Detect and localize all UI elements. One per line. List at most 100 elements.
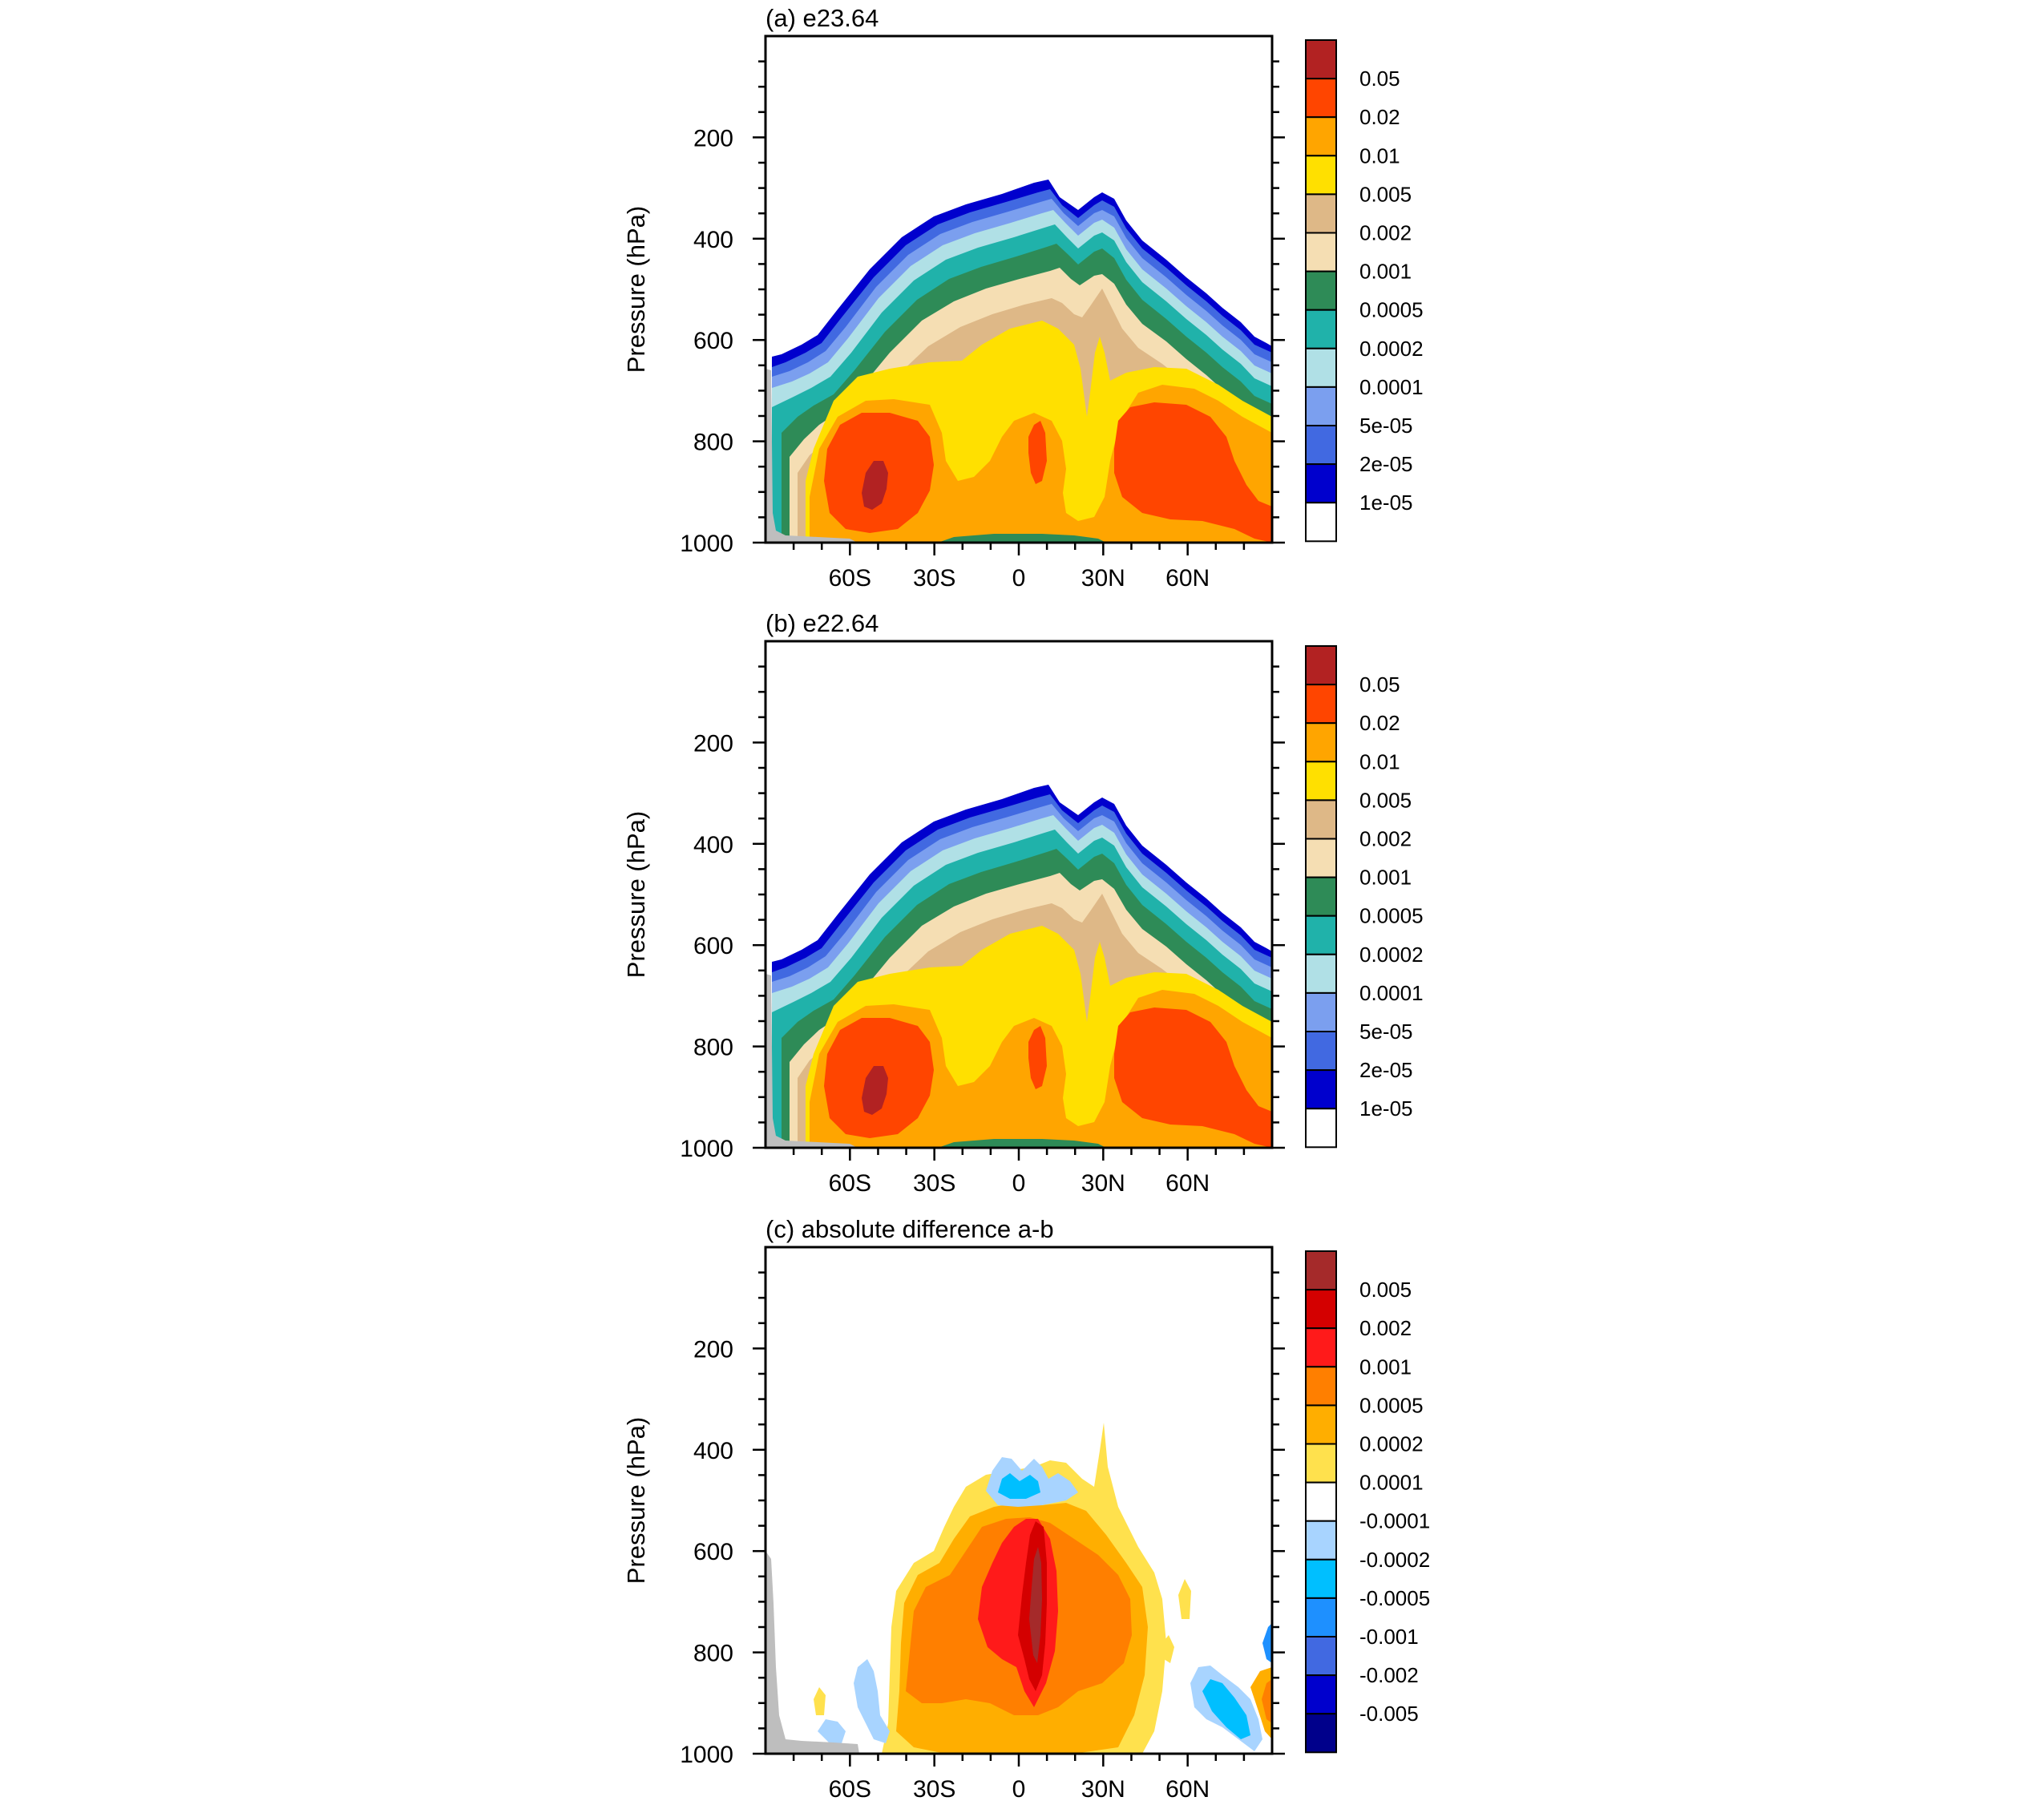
colorbar-label: 0.02 [1359, 711, 1400, 735]
panel-b-band-0.02-right [1114, 1007, 1272, 1148]
colorbar-label: 0.0005 [1359, 904, 1424, 928]
colorbar-label: 0.0001 [1359, 981, 1424, 1005]
y-tick-label: 200 [693, 1336, 733, 1363]
y-tick-label: 400 [693, 227, 733, 253]
colorbar-box [1305, 1558, 1337, 1599]
colorbar-label: -0.001 [1359, 1625, 1419, 1649]
colorbar-label: 0.005 [1359, 182, 1412, 206]
colorbar-box [1305, 1069, 1337, 1110]
colorbar-box [1305, 116, 1337, 157]
panel-c-colorbar: 0.005 0.002 0.001 0.0005 0.0002 0.0001 -0.0001… [1305, 1250, 1430, 1754]
colorbar-box [1305, 232, 1337, 273]
panel-c-neg-blue-left-1 [854, 1659, 890, 1743]
colorbar-box [1305, 425, 1337, 466]
panel-a-land-mask [765, 369, 858, 543]
y-tick-label: 600 [693, 933, 733, 959]
panel-c-pos-yellow-right-1 [1178, 1579, 1191, 1619]
x-tick-label: 30S [913, 1170, 955, 1197]
colorbar-box [1305, 761, 1337, 802]
colorbar-box [1305, 1108, 1337, 1149]
x-tick-label: 60N [1165, 1776, 1210, 1803]
colorbar-label: -0.0001 [1359, 1509, 1430, 1533]
colorbar-label: 0.001 [1359, 866, 1412, 890]
x-tick-label: 30S [913, 1776, 955, 1803]
colorbar-label: 0.0005 [1359, 298, 1424, 322]
panel-b-contour-field [765, 641, 1272, 1148]
panel-c: (c) absolute difference a-b Pressure (hP… [622, 1215, 1430, 1803]
colorbar-box [1305, 1636, 1337, 1677]
panel-c-y-axis: 200 400 600 800 1000 [680, 1271, 1285, 1768]
y-tick-label: 600 [693, 1539, 733, 1565]
colorbar-box [1305, 991, 1337, 1033]
y-tick-label: 200 [693, 730, 733, 757]
colorbar-box [1305, 193, 1337, 234]
y-tick-label: 800 [693, 1035, 733, 1061]
colorbar-label: 0.0002 [1359, 1432, 1424, 1456]
panel-a-colorbar: 0.05 0.02 0.01 0.005 0.002 0.001 0.0005 0.0002 0… [1305, 39, 1424, 543]
panel-c-land-mask [765, 1551, 859, 1754]
colorbar-box [1305, 915, 1337, 955]
panel-b-land-mask [765, 974, 858, 1148]
panel-b-y-axis: 200 400 600 800 1000 [680, 665, 1285, 1162]
colorbar-box [1305, 270, 1337, 311]
colorbar-label: 0.0001 [1359, 375, 1424, 399]
colorbar-box [1305, 1327, 1337, 1368]
panel-a-band-0.02-right [1114, 402, 1272, 543]
colorbar-label: 0.0002 [1359, 943, 1424, 967]
colorbar-box [1305, 502, 1337, 543]
panel-b-ylabel: Pressure (hPa) [622, 811, 650, 978]
x-tick-label: 0 [1012, 1170, 1026, 1197]
colorbar-label: 0.05 [1359, 67, 1400, 91]
colorbar-box [1305, 876, 1337, 917]
colorbar-box [1305, 1289, 1337, 1330]
colorbar-label: -0.005 [1359, 1702, 1419, 1726]
panel-c-pos-yellow-left [814, 1687, 826, 1715]
panel-c-pos-yellow-right-2 [1162, 1635, 1174, 1663]
colorbar-label: 1e-05 [1359, 491, 1413, 515]
colorbar-box [1305, 309, 1337, 349]
colorbar-label: 0.005 [1359, 788, 1412, 812]
panel-c-contour-field [765, 1247, 1272, 1754]
colorbar-box [1305, 1520, 1337, 1561]
colorbar-label: 0.05 [1359, 672, 1400, 697]
colorbar-box [1305, 1713, 1337, 1754]
panel-c-x-axis: 60S 30S 0 30N 60N [792, 1754, 1246, 1803]
panel-a-band-0.02-center [1028, 421, 1047, 484]
colorbar-box [1305, 39, 1337, 80]
y-tick-label: 400 [693, 832, 733, 858]
y-tick-label: 1000 [680, 1136, 733, 1162]
colorbar-box [1305, 799, 1337, 840]
colorbar-box [1305, 386, 1337, 426]
colorbar-label: 0.0002 [1359, 337, 1424, 361]
panel-a-x-axis: 60S 30S 0 30N 60N [792, 543, 1246, 592]
x-tick-label: 60S [829, 1170, 871, 1197]
panel-a-title: (a) e23.64 [765, 4, 879, 32]
colorbar-label: 0.02 [1359, 105, 1400, 129]
colorbar-label: 0.002 [1359, 221, 1412, 245]
colorbar-label: 0.005 [1359, 1278, 1412, 1302]
y-tick-label: 1000 [680, 531, 733, 557]
panel-a-contour-field [765, 36, 1272, 543]
y-tick-label: 200 [693, 125, 733, 151]
colorbar-label: -0.002 [1359, 1663, 1419, 1687]
x-tick-label: 0 [1012, 565, 1026, 592]
colorbar-box [1305, 645, 1337, 686]
colorbar-label: 2e-05 [1359, 1058, 1413, 1082]
panel-b-bottom-strip [938, 1139, 1106, 1148]
colorbar-box [1305, 684, 1337, 725]
colorbar-label: 0.0001 [1359, 1471, 1424, 1495]
panel-c-neg-blue-right-cyan [1202, 1679, 1250, 1739]
x-tick-label: 60N [1165, 1170, 1210, 1197]
colorbar-box [1305, 953, 1337, 994]
y-tick-label: 800 [693, 1641, 733, 1667]
colorbar-label: 1e-05 [1359, 1096, 1413, 1121]
panel-c-neg-blue-left-2 [818, 1719, 846, 1743]
panel-c-ylabel: Pressure (hPa) [622, 1417, 650, 1584]
panel-b-band-0.02-center [1028, 1026, 1047, 1089]
y-tick-label: 600 [693, 328, 733, 354]
panel-b: (b) e22.64 Pressure (hPa) 200 400 600 800 10… [622, 609, 1424, 1197]
y-tick-label: 1000 [680, 1742, 733, 1768]
colorbar-box [1305, 1366, 1337, 1407]
colorbar-box [1305, 1443, 1337, 1484]
